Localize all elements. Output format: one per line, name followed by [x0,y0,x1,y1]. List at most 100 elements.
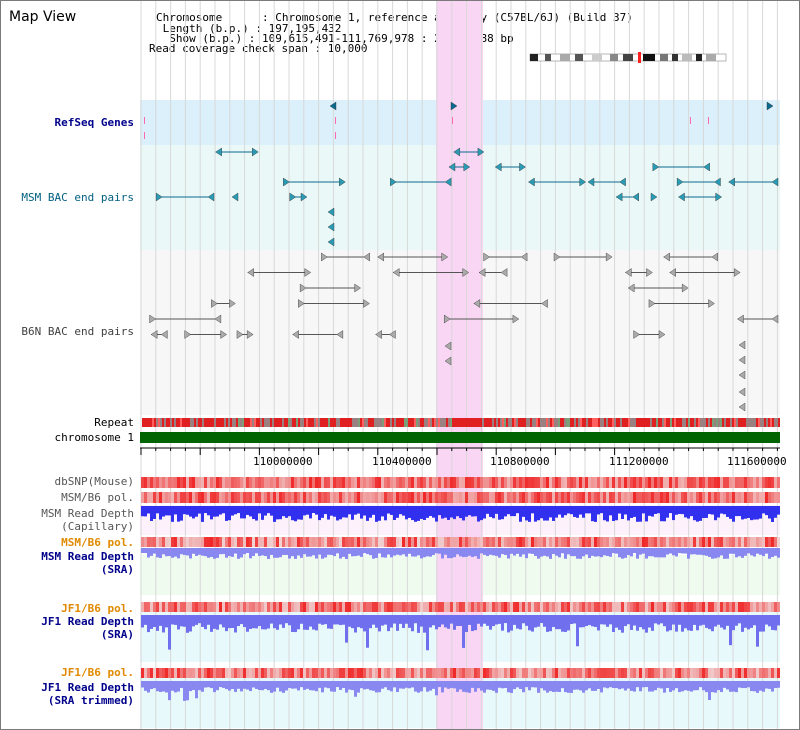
msm-b6-pol-sra-cell [771,537,774,547]
msm-b6-pol-cell [156,492,159,503]
msm-depth-capillary-bar [483,506,486,519]
msm-b6-pol-sra-cell [321,537,324,547]
track-label-dbsnp: dbSNP(Mouse) [54,475,134,488]
msm-depth-capillary-bar [438,506,441,516]
length-info: Length (b.p.) : 197,195,432 [156,22,342,35]
jf1-depth-sra-bar [714,615,717,627]
jf1-depth-sra-bar [453,615,456,630]
dbsnp-cell [213,477,216,488]
jf1-b6-pol-cell [468,602,471,612]
msm-depth-capillary-bar [156,506,159,514]
repeat-segment [548,418,550,427]
repeat-segment [514,418,516,427]
msm-b6-pol-sra-cell [657,537,660,547]
jf1-depth-trimmed-bar [570,681,573,693]
jf1-b6-pol-trimmed-cell [312,668,315,678]
msm-b6-pol-sra-cell [300,537,303,547]
msm-depth-sra-bar [744,548,747,556]
jf1-b6-pol-cell [405,602,408,612]
jf1-b6-pol-cell [294,602,297,612]
track-label-jf1-depth-trimmed: JF1 Read Depth [41,681,134,694]
msm-b6-pol-sra-cell [759,537,762,547]
repeat-segment [776,418,778,427]
repeat-segment [556,418,558,427]
msm-depth-sra-bar [339,548,342,559]
repeat-segment [266,418,268,427]
jf1-b6-pol-trimmed-cell [387,668,390,678]
dbsnp-cell [207,477,210,488]
jf1-b6-pol-cell [735,602,738,612]
msm-depth-capillary-bar [402,506,405,516]
b6n-bac-pair [304,268,312,277]
jf1-depth-sra-bar [522,615,525,624]
jf1-depth-sra-bar [654,615,657,624]
jf1-depth-sra-bar [231,615,234,628]
dbsnp-cell [621,477,624,488]
jf1-depth-trimmed-bar [165,681,168,693]
repeat-segment [408,418,410,427]
repeat-segment [258,418,260,427]
jf1-b6-pol-cell [159,602,162,612]
msm-b6-pol-sra-cell [153,537,156,547]
b6n-bac-end-pairs-track[interactable] [149,252,779,412]
jf1-b6-pol-trimmed-cell [567,668,570,678]
ideogram-band [530,54,538,61]
polymorphism-heat-tracks[interactable] [141,477,780,678]
jf1-b6-pol-cell [756,602,759,612]
repeat-segment [452,418,454,427]
repeat-segment [748,418,750,427]
msm-b6-pol-cell [633,492,636,503]
msm-depth-sra-bar [306,548,309,557]
repeat-track[interactable] [142,418,780,427]
jf1-depth-trimmed-bar [399,681,402,689]
msm-depth-capillary-bar [150,506,153,521]
repeat-segment [774,418,776,427]
msm-b6-pol-cell [399,492,402,503]
jf1-depth-sra-bar [474,615,477,631]
jf1-depth-trimmed-bar [666,681,669,689]
msm-depth-capillary-bar [366,506,369,521]
jf1-b6-pol-cell [429,602,432,612]
msm-depth-sra-bar [501,548,504,555]
jf1-b6-pol-trimmed-cell [261,668,264,678]
read-depth-tracks[interactable] [141,506,780,701]
jf1-depth-sra-bar [492,615,495,627]
repeat-segment [236,418,238,427]
jf1-depth-trimmed-bar [741,681,744,689]
msm-depth-sra-bar [540,548,543,557]
dbsnp-cell [759,477,762,488]
repeat-segment [416,418,418,427]
jf1-depth-sra-bar [141,615,144,628]
jf1-depth-trimmed-bar [636,681,639,688]
msm-depth-capillary-bar [465,506,468,517]
jf1-b6-pol-trimmed-cell [360,668,363,678]
repeat-segment [422,418,424,427]
jf1-depth-trimmed-bar [390,681,393,692]
msm-b6-pol-sra-cell [192,537,195,547]
msm-b6-pol-sra-cell [666,537,669,547]
jf1-depth-sra-bar [300,615,303,624]
repeat-segment [702,418,704,427]
chromosome-ideogram[interactable] [529,52,727,63]
b6n-bac-pair [512,314,520,324]
dbsnp-cell [681,477,684,488]
repeat-segment [366,418,368,427]
jf1-depth-sra-bar [369,615,372,629]
msm-b6-pol-sra-cell [543,537,546,547]
jf1-depth-sra-bar [429,615,432,628]
dbsnp-cell [471,477,474,488]
msm-b6-pol-cell [420,492,423,503]
jf1-b6-pol-trimmed-cell [666,668,669,678]
jf1-depth-sra-bar [738,615,741,624]
msm-depth-capillary-bar [429,506,432,517]
jf1-depth-trimmed-bar [687,681,690,691]
msm-depth-capillary-bar [645,506,648,522]
jf1-b6-pol-cell [624,602,627,612]
refseq-gene-track[interactable] [144,101,774,139]
msm-bac-end-pairs-track[interactable] [155,147,779,247]
msm-b6-pol-cell [369,492,372,503]
msm-b6-pol-cell [222,492,225,503]
jf1-b6-pol-trimmed-cell [768,668,771,678]
msm-depth-sra-bar [771,548,774,557]
